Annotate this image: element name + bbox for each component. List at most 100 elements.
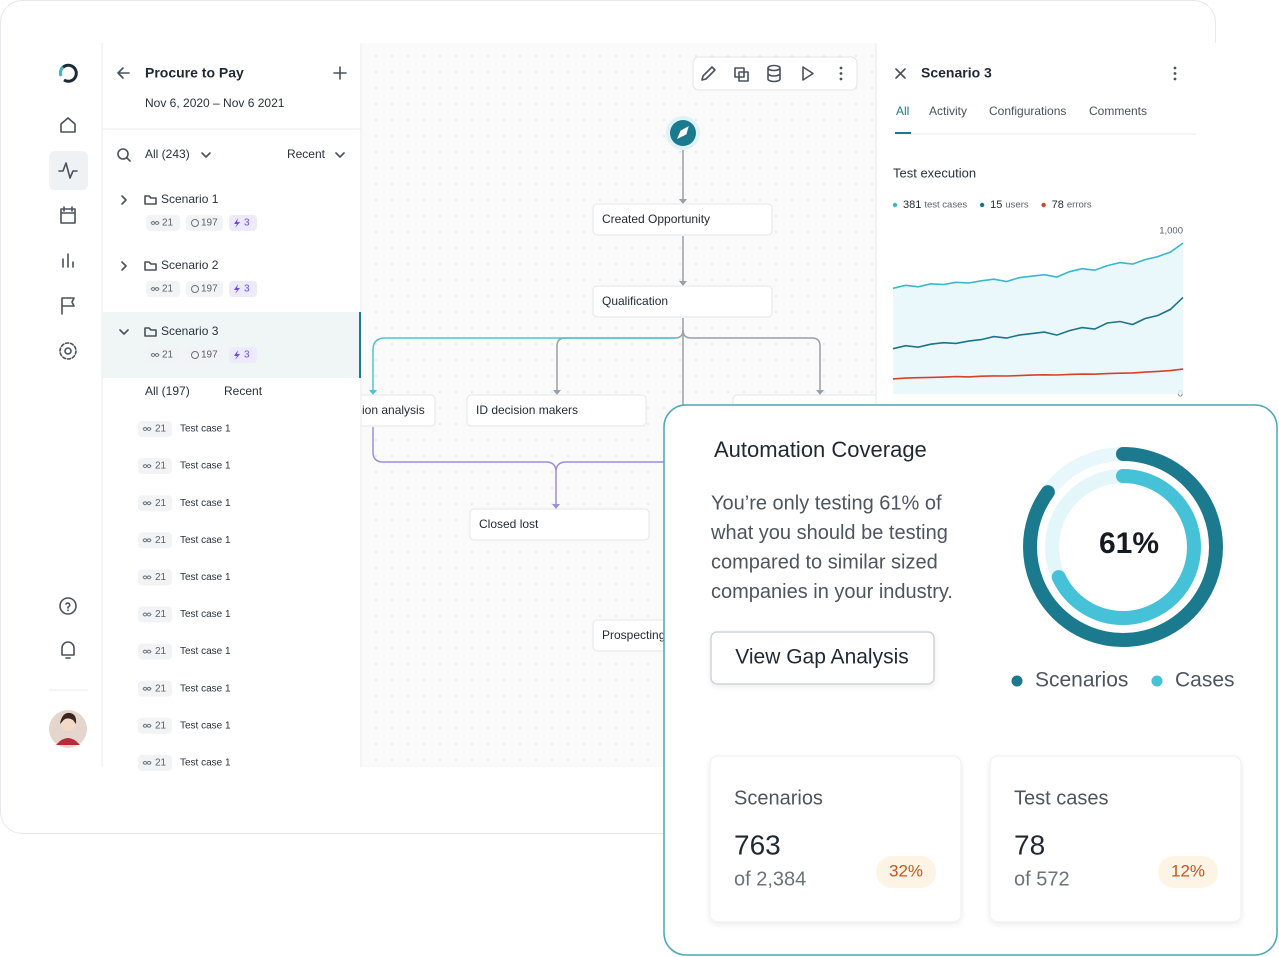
ring [1023, 447, 1223, 647]
flow-node-label: ID decision makers [476, 403, 578, 417]
stat-total: of 572 [1014, 868, 1070, 890]
test-case-name[interactable]: Test case 1 [180, 646, 231, 657]
filter-chevron[interactable] [201, 152, 211, 158]
runs-icon [142, 649, 152, 654]
panel-menu[interactable] [1173, 66, 1177, 70]
runs-count: 21 [155, 758, 167, 769]
close-button[interactable] [895, 68, 906, 79]
stat-value: 763 [734, 829, 781, 860]
test-case-name[interactable]: Test case 1 [180, 720, 231, 731]
stat-title: Scenarios [734, 787, 823, 809]
settings-icon[interactable] [64, 347, 72, 355]
flags-count: 3 [244, 218, 250, 229]
area [893, 243, 1183, 394]
scenario-name[interactable]: Scenario 3 [161, 324, 219, 338]
badge [146, 215, 180, 231]
section-title: Test execution [893, 165, 976, 180]
test-case-name[interactable]: Test case 1 [180, 758, 231, 769]
back-button[interactable] [117, 67, 130, 79]
sort[interactable]: Recent [287, 147, 326, 161]
button-label[interactable]: View Gap Analysis [735, 646, 909, 669]
more-tool[interactable] [839, 66, 843, 70]
filter[interactable]: All (243) [145, 147, 190, 161]
runs-count: 21 [155, 609, 167, 620]
scenario-name[interactable]: Scenario 2 [161, 258, 219, 272]
tab[interactable]: All [896, 104, 909, 118]
calendar-icon[interactable] [60, 206, 76, 224]
expand-chevron[interactable] [119, 329, 129, 335]
expand-chevron[interactable] [121, 195, 127, 205]
bell-icon[interactable] [61, 641, 75, 659]
flag-icon [234, 284, 240, 294]
runs-icon [150, 353, 160, 357]
test-case-name[interactable]: Test case 1 [180, 683, 231, 694]
badge [138, 754, 172, 771]
sort-chevron[interactable] [335, 152, 345, 158]
badge [138, 680, 172, 697]
data-tool[interactable] [767, 64, 781, 83]
help-icon[interactable] [59, 597, 77, 615]
more-tool-dot [839, 77, 843, 81]
flags-count: 3 [244, 350, 250, 361]
series-line [892, 242, 1184, 290]
add-button[interactable] [333, 66, 347, 80]
badge [138, 495, 172, 512]
gap-analysis-button[interactable] [710, 631, 935, 685]
connector-alt [372, 427, 664, 507]
help-mark [65, 602, 71, 612]
flow-node[interactable] [469, 508, 650, 541]
badge [146, 281, 180, 297]
panel-menu-dot [1173, 77, 1177, 81]
test-case-name[interactable]: Test case 1 [180, 572, 231, 583]
stat-share: 32% [889, 861, 923, 880]
arrowhead [369, 390, 377, 395]
runs-count: 21 [162, 284, 174, 295]
search-icon[interactable] [117, 148, 129, 160]
run-tool[interactable] [802, 66, 814, 81]
arrowheads [369, 199, 824, 509]
search-handle [126, 157, 131, 162]
nav-rail [49, 63, 88, 748]
home-icon[interactable] [60, 117, 76, 133]
test-case-name[interactable]: Test case 1 [180, 609, 231, 620]
test-case-name[interactable]: Test case 1 [180, 461, 231, 472]
expand-chevron[interactable] [121, 261, 127, 271]
flow-node[interactable] [592, 203, 773, 236]
legend-dot [1011, 675, 1023, 687]
connector-active [372, 337, 675, 393]
folder-icon [144, 327, 157, 337]
tab[interactable]: Configurations [989, 104, 1066, 118]
runs-icon [142, 501, 152, 506]
avatar-hair [60, 712, 77, 724]
test-sort[interactable]: Recent [224, 384, 263, 398]
flow-node-label: Prospecting [602, 628, 665, 642]
test-case-name[interactable]: Test case 1 [180, 424, 231, 435]
legend-label: users [1005, 200, 1028, 211]
links-count: 197 [201, 350, 218, 361]
flow-node[interactable] [592, 285, 773, 318]
badge [186, 215, 223, 231]
activity-icon[interactable] [58, 162, 78, 179]
runs-icon [142, 538, 152, 543]
runs-count: 21 [155, 424, 167, 435]
links-count: 197 [201, 218, 218, 229]
runs-count: 21 [155, 646, 167, 657]
stat-total: of 2,384 [734, 868, 806, 890]
copy-tool[interactable] [734, 67, 749, 82]
coverage-title: Automation Coverage [714, 437, 927, 462]
edit-tool[interactable] [701, 66, 716, 81]
logo-accent [58, 65, 65, 77]
flag-icon[interactable] [61, 297, 75, 315]
legend-count: 78 [1052, 199, 1064, 211]
test-filter[interactable]: All (197) [145, 384, 190, 398]
chart-icon[interactable] [62, 253, 74, 268]
flow-node[interactable] [466, 394, 647, 427]
folder-icon [144, 195, 157, 205]
tab[interactable]: Activity [929, 104, 967, 118]
test-case-name[interactable]: Test case 1 [180, 498, 231, 509]
test-case-name[interactable]: Test case 1 [180, 535, 231, 546]
toolbar [692, 56, 858, 91]
tab[interactable]: Comments [1089, 104, 1147, 118]
scenario-name[interactable]: Scenario 1 [161, 192, 219, 206]
